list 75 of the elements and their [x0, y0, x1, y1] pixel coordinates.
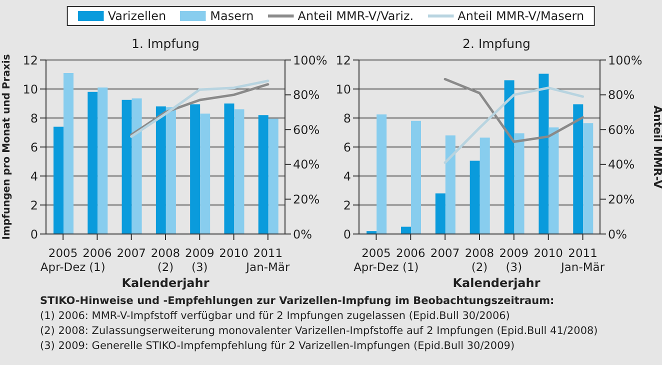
y2-tick-label: 100%: [293, 53, 328, 68]
y2-tick-label: 100%: [608, 53, 642, 68]
y-tick-label: 6: [343, 140, 351, 154]
bar: [445, 135, 456, 234]
legend-label: Varizellen: [108, 9, 166, 23]
y2-tick-label: 20%: [293, 192, 320, 206]
legend-label: Masern: [210, 9, 254, 23]
y2-tick-label: 60%: [608, 122, 635, 137]
bar: [480, 138, 490, 234]
y-tick-label: 4: [343, 169, 351, 184]
x-tick-label: 2009 (3): [499, 246, 529, 274]
y2-tick-label: 40%: [293, 158, 320, 172]
y-axis-title: Impfungen pro Monat und Praxis: [2, 54, 13, 240]
y2-tick-label: 60%: [293, 122, 320, 137]
y2-tick-label: 80%: [608, 88, 635, 102]
y2-tick-label: 0%: [608, 227, 628, 242]
y-tick-label: 12: [336, 53, 351, 68]
x-tick-label: 2008 (2): [150, 246, 180, 274]
bar: [54, 126, 64, 234]
y-tick-label: 4: [30, 169, 38, 184]
bar: [268, 118, 278, 234]
bar: [504, 80, 514, 234]
bar: [224, 104, 234, 234]
bar: [132, 98, 142, 234]
bar: [514, 133, 524, 234]
y-tick-label: 0: [30, 227, 38, 242]
text: (2) 2008: Zulassungserweiterung monovalenter Varizellen-Impfstoffe auf 2 Impfungen (Epid.Bull 41/2008): [40, 324, 598, 339]
y2-tick-label: 40%: [608, 158, 635, 172]
bar: [200, 114, 210, 234]
x-axis-title: Kalenderjahr: [452, 276, 542, 290]
bar: [435, 193, 446, 234]
y-tick-label: 10: [336, 82, 351, 96]
y-tick-label: 0: [343, 227, 351, 242]
bar: [190, 104, 200, 234]
y2-tick-label: 80%: [293, 88, 320, 102]
bar: [234, 109, 244, 234]
x-tick-label: 2007: [430, 246, 460, 260]
y-tick-label: 6: [30, 140, 38, 154]
x-tick-label: 2007: [116, 246, 146, 260]
y2-tick-label: 0%: [293, 227, 312, 242]
line-series: [444, 86, 584, 164]
x-axis-title: Kalenderjahr: [120, 276, 210, 290]
chart-title: 1. Impfung: [130, 36, 200, 53]
y-tick-label: 10: [22, 82, 38, 96]
text: (3) 2009: Generelle STIKO-Impfempfehlung für 2 Varizellen-Impfungen (Epid.Bull 30/2009): [40, 339, 516, 354]
bar: [64, 73, 74, 234]
bar: [166, 107, 176, 234]
bar: [470, 160, 480, 234]
text: (1) 2006: MMR-V-Impfstoff verfügbar und für 2 Impfungen zugelassen (Epid.Bull 30/2006): [40, 309, 511, 324]
bar: [98, 88, 108, 234]
y-tick-label: 8: [343, 111, 351, 126]
bar: [156, 106, 166, 234]
bar: [548, 127, 559, 234]
y-tick-label: 8: [30, 111, 38, 126]
y2-axis-title: Anteil MMR-V: [651, 105, 662, 190]
x-tick-label: 2008 (2): [464, 246, 494, 274]
y-tick-label: 2: [343, 198, 351, 212]
text: STIKO-Hinweise und -Empfehlungen zur Varizellen-Impfung im Beobachtungszeitraum:: [40, 294, 556, 309]
bar: [583, 123, 594, 234]
bar: [538, 74, 549, 234]
bar: [573, 104, 584, 234]
bar: [122, 100, 132, 234]
y-tick-label: 12: [22, 53, 38, 68]
chart-title: 2. Impfung: [462, 36, 532, 53]
bar: [258, 115, 268, 234]
legend-label: Anteil MMR-V/Masern: [458, 9, 584, 23]
x-tick-label: 2009 (3): [185, 246, 214, 274]
bar: [411, 120, 422, 234]
bar: [401, 226, 412, 234]
bar: [376, 114, 387, 234]
bar: [88, 92, 98, 234]
legend-label: Anteil MMR-V/Variz.: [298, 9, 414, 23]
line-series: [444, 78, 584, 144]
y-tick-label: 2: [30, 198, 38, 212]
y2-tick-label: 20%: [608, 192, 635, 206]
